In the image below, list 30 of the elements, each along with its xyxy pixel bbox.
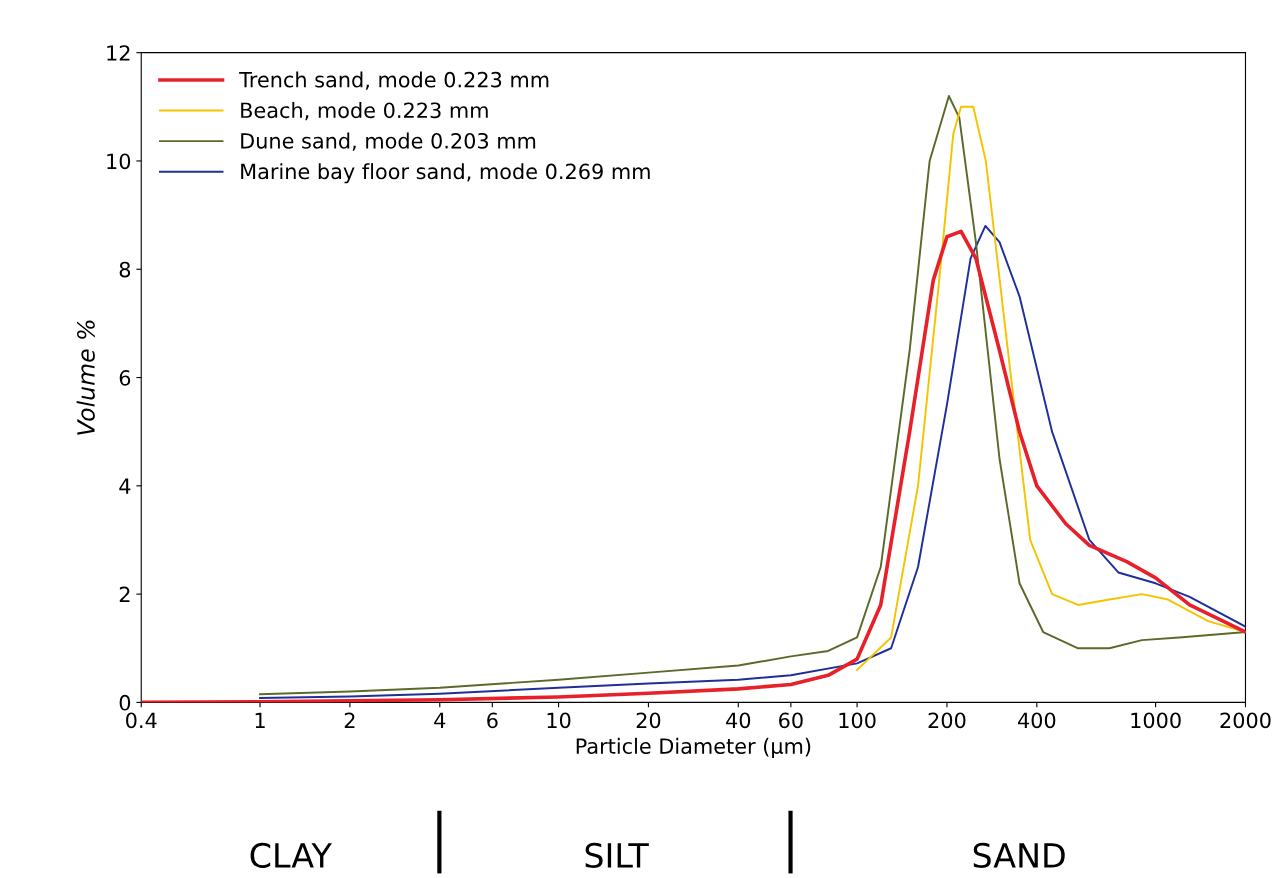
y-tick-label: 10: [107, 153, 131, 170]
x-tick-label: 60: [779, 712, 803, 729]
x-tick-label: 1000: [1131, 712, 1181, 729]
x-tick-label: 100: [839, 712, 876, 729]
x-tick-label: 0.4: [126, 712, 157, 729]
x-tick-label: 4: [434, 712, 446, 728]
x-tick-label: 200: [928, 712, 966, 729]
legend-label: Trench sand, mode 0.223 mm: [239, 71, 549, 90]
text: CLAY: [250, 842, 332, 868]
y-tick-label: 8: [119, 261, 131, 278]
legend-label: Marine bay floor sand, mode 0.269 mm: [241, 163, 650, 184]
x-tick-label: 40: [726, 712, 751, 729]
legend-label: Dune sand, mode 0.203 mm: [241, 132, 536, 151]
y-tick-label: 2: [119, 586, 130, 603]
x-tick-label: 2: [344, 712, 355, 728]
x-tick-label: 20: [636, 712, 661, 729]
x-tick-label: 6: [487, 712, 498, 729]
legend-label: Beach, mode 0.223 mm: [241, 102, 488, 121]
x-tick-label: 2000: [1220, 712, 1271, 729]
x-tick-label: 400: [1017, 712, 1056, 729]
text: SAND: [973, 842, 1065, 868]
y-tick-label: 6: [119, 369, 131, 386]
x-tick-label: 1: [255, 712, 265, 728]
x-axis-title: Particle Diameter (µm): [576, 737, 811, 758]
y-axis-title: Volume %: [76, 320, 95, 435]
y-tick-label: 0: [119, 694, 131, 711]
text: SILT: [585, 842, 649, 868]
y-tick-label: 12: [107, 45, 130, 61]
x-tick-label: 10: [547, 712, 571, 729]
y-tick-label: 4: [119, 478, 131, 494]
